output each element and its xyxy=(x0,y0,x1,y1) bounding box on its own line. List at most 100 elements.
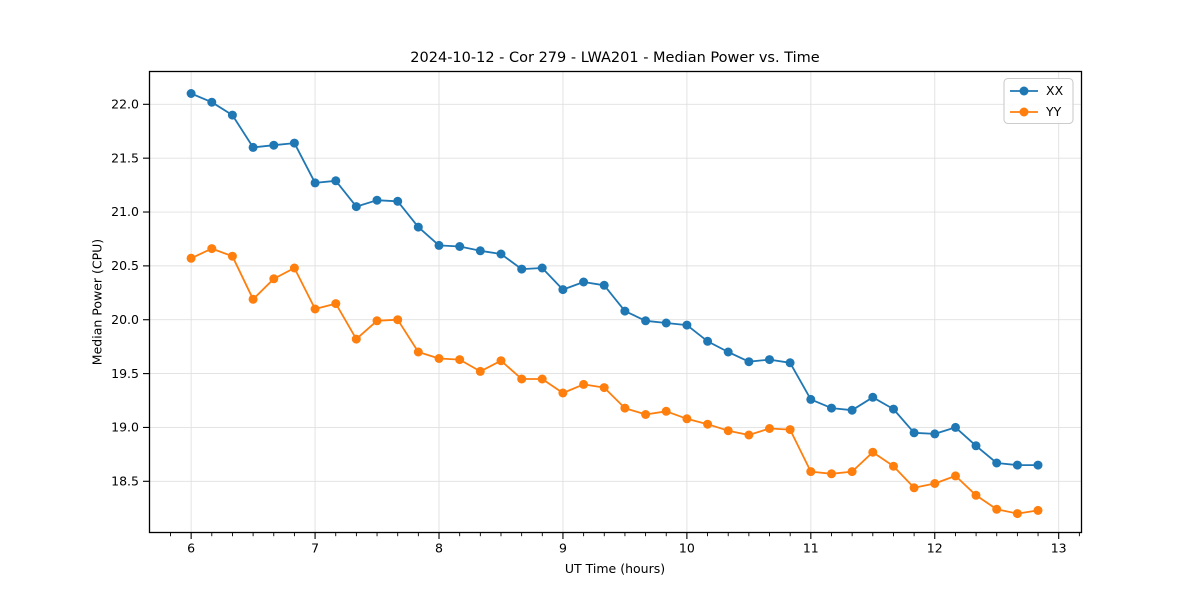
xx-series-marker xyxy=(847,405,857,415)
yy-series-marker xyxy=(641,410,651,419)
yy-series-marker xyxy=(682,414,692,424)
yy-series-line xyxy=(190,247,1039,515)
yy-series-marker xyxy=(703,419,713,429)
xx-series-marker xyxy=(806,394,816,404)
xx-series-marker xyxy=(186,89,196,98)
xx-series-line xyxy=(190,92,1039,467)
xx-series-marker xyxy=(951,422,960,432)
legend-label-yy: YY xyxy=(1045,104,1062,119)
yy-series-marker xyxy=(930,479,940,488)
yy-series-marker xyxy=(331,299,341,309)
xx-series-marker xyxy=(744,357,754,367)
xx-series-marker xyxy=(413,222,423,232)
xx-series-marker xyxy=(661,318,671,328)
yy-series-marker xyxy=(517,374,527,384)
yy-series-marker xyxy=(475,366,485,376)
y-tick-label: 21.0 xyxy=(111,204,139,219)
xx-series-marker xyxy=(269,140,279,150)
yy-series-marker xyxy=(496,356,506,366)
xx-series-marker xyxy=(1033,460,1043,470)
xx-series-marker xyxy=(723,347,733,357)
x-tick-label: 12 xyxy=(927,541,943,556)
y-tick-label: 19.5 xyxy=(111,366,139,381)
xx-series-marker xyxy=(434,240,444,250)
yy-series-marker xyxy=(847,467,857,477)
xx-series-marker xyxy=(641,316,651,326)
xx-series-marker xyxy=(620,306,630,316)
x-tick-label: 9 xyxy=(559,541,567,556)
yy-series-marker xyxy=(434,354,444,363)
yy-series-marker xyxy=(455,355,465,365)
xx-series-marker xyxy=(1012,460,1022,470)
yy-series-marker xyxy=(909,483,919,493)
yy-series-marker xyxy=(1012,509,1022,519)
xx-series-marker xyxy=(889,404,898,414)
legend: XX YY xyxy=(1003,77,1074,125)
x-tick-label: 13 xyxy=(1051,541,1067,556)
yy-series-marker xyxy=(951,471,960,481)
yy-series-marker xyxy=(248,294,258,304)
x-tick-label: 8 xyxy=(435,541,443,556)
legend-marker-xx xyxy=(1019,86,1029,96)
yy-series-marker xyxy=(413,347,423,357)
x-tick-label: 7 xyxy=(311,541,319,556)
yy-series-marker xyxy=(207,244,217,254)
xx-series-marker xyxy=(599,280,609,290)
xx-series-marker xyxy=(455,242,465,251)
y-tick-label: 22.0 xyxy=(111,97,139,112)
xx-series-marker xyxy=(992,458,1002,468)
yy-series-marker xyxy=(186,253,196,263)
xx-series-marker xyxy=(909,428,919,438)
yy-series-marker xyxy=(868,447,878,457)
yy-series-marker xyxy=(227,251,237,261)
xx-series-marker xyxy=(248,142,258,152)
yy-series-marker xyxy=(558,388,568,398)
yy-series-marker xyxy=(620,403,630,413)
yy-series-marker xyxy=(971,490,981,500)
yy-series-marker xyxy=(806,467,816,477)
x-tick-label: 6 xyxy=(187,541,195,556)
yy-series-marker xyxy=(827,469,836,479)
legend-label-xx: XX xyxy=(1046,83,1064,98)
xx-series-marker xyxy=(517,264,527,274)
yy-series-marker xyxy=(269,274,279,284)
xx-series-marker xyxy=(868,392,878,402)
legend-marker-yy xyxy=(1019,107,1029,117)
yy-series-marker xyxy=(785,425,795,435)
xx-series-marker xyxy=(827,403,836,413)
yy-series-marker xyxy=(744,430,754,440)
xx-series-marker xyxy=(785,358,795,368)
yy-series-marker xyxy=(889,461,898,471)
xx-series-marker xyxy=(475,246,485,256)
xx-series-marker xyxy=(351,202,361,212)
xx-series-marker xyxy=(930,429,940,439)
xx-series-marker xyxy=(537,263,547,273)
yy-series-marker xyxy=(351,334,361,344)
yy-series-marker xyxy=(992,504,1002,514)
yy-series-marker xyxy=(310,304,320,314)
chart-title: 2024-10-12 - Cor 279 - LWA201 - Median P… xyxy=(410,50,820,66)
xx-series-marker xyxy=(393,196,403,206)
xx-series-marker xyxy=(496,249,506,259)
x-tick-label: 10 xyxy=(679,541,695,556)
y-tick-label: 18.5 xyxy=(111,473,139,488)
plot-border xyxy=(148,70,1083,534)
y-tick-label: 20.5 xyxy=(111,258,139,273)
yy-series-marker xyxy=(723,426,733,436)
yy-series-marker xyxy=(661,406,671,416)
yy-series-marker xyxy=(1033,505,1043,515)
x-axis-label: UT Time (hours) xyxy=(564,561,666,576)
y-tick-label: 21.5 xyxy=(111,150,139,165)
xx-series-marker xyxy=(227,110,237,120)
xx-series-marker xyxy=(682,320,692,330)
x-tick-label: 11 xyxy=(803,541,819,556)
yy-series-marker xyxy=(393,315,403,325)
xx-series-marker xyxy=(971,441,981,451)
xx-series-marker xyxy=(207,97,217,107)
yy-series-marker xyxy=(537,374,547,384)
xx-series-marker xyxy=(372,195,382,205)
yy-series-marker xyxy=(599,383,609,393)
yy-series-marker xyxy=(289,263,299,273)
xx-series-marker xyxy=(310,178,320,188)
